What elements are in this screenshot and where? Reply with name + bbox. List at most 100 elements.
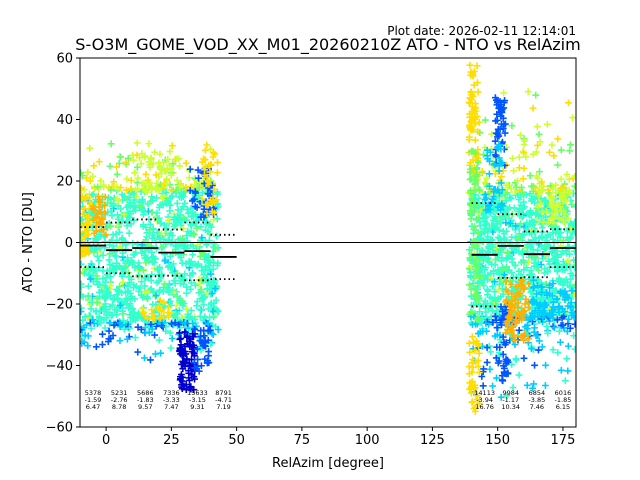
data-point	[178, 194, 185, 201]
data-point	[548, 307, 556, 314]
data-point	[495, 226, 503, 234]
data-point	[201, 355, 209, 363]
data-point	[498, 186, 506, 194]
data-point	[168, 142, 176, 150]
data-point	[476, 308, 483, 316]
data-point	[210, 209, 218, 217]
data-point	[87, 305, 95, 313]
data-point	[509, 154, 516, 162]
data-point	[474, 158, 482, 166]
data-point	[506, 194, 514, 201]
data-point	[534, 247, 541, 254]
y-tick-label: −60	[46, 421, 73, 436]
data-point	[191, 188, 199, 195]
data-point	[510, 167, 518, 175]
data-point	[133, 163, 141, 171]
data-point	[486, 148, 494, 156]
data-point	[182, 159, 190, 167]
data-point	[107, 186, 115, 194]
data-point	[146, 220, 154, 228]
data-point	[174, 206, 182, 214]
data-point	[535, 130, 543, 138]
data-point	[171, 280, 179, 287]
data-point	[539, 314, 547, 322]
data-point	[532, 184, 539, 192]
data-point	[566, 324, 574, 332]
data-point	[541, 309, 549, 317]
data-point	[135, 271, 143, 279]
data-point	[156, 150, 164, 158]
data-point	[96, 314, 104, 322]
data-point	[521, 137, 528, 145]
data-point	[176, 162, 184, 170]
data-point	[117, 301, 124, 309]
bin-stat-mean: -4.71	[215, 396, 232, 404]
data-point	[554, 316, 561, 324]
data-point	[90, 320, 98, 328]
data-point	[129, 259, 137, 267]
bin-stat-mean: -3.94	[476, 396, 493, 404]
data-point	[546, 284, 554, 291]
data-point	[149, 197, 156, 205]
bin-stat-mean: -3.85	[528, 396, 545, 404]
data-point	[168, 335, 176, 342]
data-point	[494, 145, 502, 152]
data-point	[494, 254, 502, 262]
data-point	[80, 194, 86, 202]
data-point	[558, 314, 566, 322]
data-point	[80, 316, 87, 324]
data-point	[521, 203, 528, 211]
data-point	[549, 185, 557, 193]
data-point	[520, 336, 528, 344]
bin-stat-count: 14113	[474, 389, 495, 397]
data-point	[187, 383, 195, 391]
data-point	[499, 308, 507, 315]
data-point	[129, 240, 137, 247]
data-point	[208, 289, 216, 297]
data-point	[518, 209, 526, 217]
data-point	[559, 198, 567, 205]
data-point	[557, 338, 564, 346]
data-point	[179, 234, 187, 242]
data-point	[127, 304, 135, 312]
data-point	[542, 207, 550, 215]
plot-date: Plot date: 2026-02-11 12:14:01	[387, 24, 576, 38]
bin-stat-count: 6016	[555, 389, 572, 397]
data-point	[533, 290, 540, 298]
y-tick-label: 40	[56, 113, 73, 128]
data-point	[177, 350, 184, 358]
bin-stat-count: 6854	[529, 389, 546, 397]
data-point	[538, 224, 546, 232]
data-point	[139, 266, 147, 274]
data-point	[502, 197, 510, 205]
scatter-points	[80, 61, 576, 415]
data-point	[552, 203, 559, 211]
data-point	[105, 256, 113, 264]
data-point	[153, 194, 160, 202]
bin-stat-std: 10.34	[501, 403, 520, 411]
data-point	[540, 182, 547, 190]
data-point	[204, 228, 212, 235]
data-point	[508, 233, 516, 241]
data-point	[176, 182, 184, 190]
data-point	[181, 328, 189, 336]
data-point	[187, 204, 195, 212]
data-point	[468, 333, 476, 341]
data-point	[520, 231, 528, 239]
data-point	[178, 313, 186, 321]
data-point	[498, 173, 505, 180]
data-point	[85, 249, 92, 257]
data-point	[111, 295, 118, 303]
data-point	[198, 296, 206, 304]
data-point	[127, 177, 135, 184]
data-point	[87, 325, 95, 332]
data-point	[200, 155, 207, 163]
data-point	[166, 148, 174, 155]
data-point	[530, 380, 538, 388]
data-point	[138, 150, 146, 158]
data-point	[550, 219, 557, 227]
data-point	[473, 215, 481, 223]
data-point	[466, 254, 474, 262]
data-point	[186, 165, 194, 173]
data-point	[80, 172, 86, 180]
